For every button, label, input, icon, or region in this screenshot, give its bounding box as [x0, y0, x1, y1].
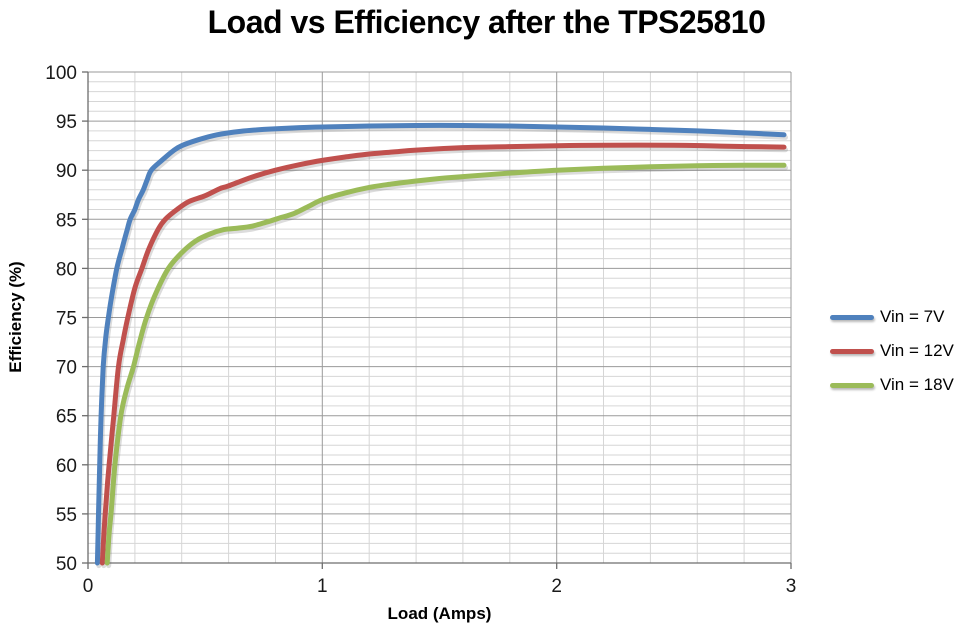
series-vin-12v: [99, 142, 788, 569]
y-tick-label: 65: [56, 407, 77, 428]
legend-item-vin-7v: Vin = 7V: [830, 300, 954, 334]
y-tick-label: 85: [56, 210, 77, 231]
legend-label: Vin = 18V: [880, 375, 954, 394]
y-tick-label: 70: [56, 358, 77, 379]
legend-label: Vin = 12V: [880, 341, 954, 360]
y-tick-label: 50: [56, 554, 77, 575]
x-tick-labels: 0 1 2 3: [83, 576, 797, 597]
axes: [82, 71, 792, 569]
chart-title: Load vs Efficiency after the TPS25810: [207, 4, 766, 40]
y-tick-labels: 50 55 60 65 70 75 80 85 90 95 100: [45, 63, 77, 575]
series-vin-7v: [94, 122, 788, 569]
gridlines-major: [88, 71, 792, 563]
y-tick-label: 80: [56, 259, 77, 280]
x-axis-title: Load (Amps): [387, 604, 492, 623]
x-tick-label: 0: [83, 576, 94, 597]
legend-item-vin-12v: Vin = 12V: [830, 334, 954, 368]
y-tick-label: 100: [45, 63, 77, 84]
y-tick-label: 60: [56, 456, 77, 477]
y-tick-label: 95: [56, 112, 77, 133]
series-line-vin-18v: [104, 162, 787, 566]
y-tick-label: 75: [56, 309, 77, 330]
y-tick-label: 90: [56, 161, 77, 182]
series-line-vin-7v: [94, 122, 787, 566]
legend-line-swatch: [830, 382, 874, 388]
legend-line-swatch: [830, 314, 874, 320]
legend-item-vin-18v: Vin = 18V: [830, 368, 954, 402]
y-tick-label: 55: [56, 505, 77, 526]
legend: Vin = 7V Vin = 12V Vin = 18V: [830, 300, 954, 402]
x-tick-label: 3: [786, 576, 797, 597]
legend-label: Vin = 7V: [880, 307, 945, 326]
series-vin-18v: [104, 162, 788, 569]
x-tick-label: 2: [551, 576, 562, 597]
legend-line-swatch: [830, 348, 874, 354]
x-tick-label: 1: [317, 576, 328, 597]
series-line-vin-12v: [99, 142, 787, 566]
